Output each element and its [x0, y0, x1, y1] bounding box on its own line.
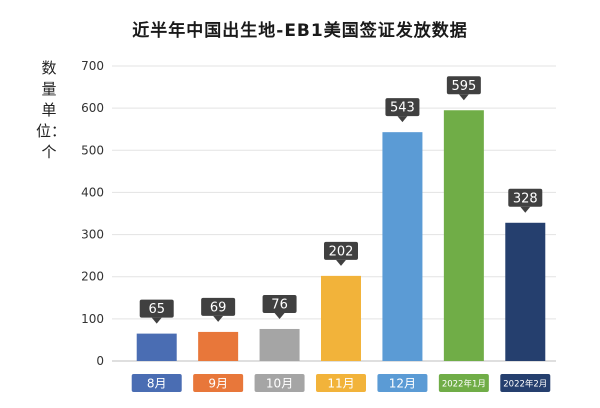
data-label-callout: 69	[201, 297, 236, 322]
data-label: 69	[210, 300, 227, 315]
bars	[136, 110, 546, 361]
x-tick-label: 12月	[389, 377, 416, 391]
data-labels: 65 69 76 202 543 595 328	[139, 76, 543, 324]
chart-title: 近半年中国出生地-EB1美国签证发放数据	[132, 21, 468, 41]
data-label: 328	[513, 191, 538, 206]
x-tick-label: 11月	[327, 377, 354, 391]
x-tick-label: 2022年2月	[503, 379, 547, 390]
x-category-labels: 8月 9月 10月 11月 12月 2022年1月 2022年2月	[131, 374, 551, 392]
data-label-callout: 76	[262, 294, 297, 319]
y-tick-label: 0	[96, 354, 104, 368]
y-tick-label: 700	[81, 59, 104, 73]
data-label: 65	[148, 302, 165, 317]
y-tick-label: 500	[81, 143, 104, 157]
data-label: 543	[390, 101, 415, 116]
x-tick-label: 10月	[266, 377, 293, 391]
x-category: 2022年2月	[500, 374, 551, 392]
data-label: 76	[271, 297, 288, 312]
bar	[259, 328, 300, 361]
y-axis-label: 数量单位：个	[36, 59, 67, 161]
data-label-callout: 595	[446, 76, 481, 101]
bar	[505, 222, 546, 361]
x-category: 2022年1月	[438, 374, 489, 392]
y-tick-label: 200	[81, 270, 104, 284]
bar	[136, 333, 177, 361]
x-category: 8月	[131, 374, 182, 392]
x-category: 9月	[193, 374, 244, 392]
bar	[321, 275, 361, 361]
x-tick-label: 9月	[208, 377, 228, 391]
x-category: 12月	[377, 374, 428, 392]
data-label: 202	[329, 244, 354, 259]
y-tick-label: 400	[81, 185, 104, 199]
data-label-callout: 65	[139, 299, 174, 324]
x-tick-label: 2022年1月	[442, 379, 486, 390]
data-label-callout: 202	[324, 241, 358, 266]
bar	[443, 110, 484, 361]
y-tick-label: 300	[81, 228, 104, 242]
data-label-callout: 328	[508, 188, 543, 213]
x-category: 11月	[316, 374, 366, 392]
data-label-callout: 543	[385, 98, 420, 123]
y-tick-label: 100	[81, 312, 104, 326]
y-tick-labels: 0 100 200 300 400 500 600 700	[81, 59, 104, 368]
bar	[198, 331, 239, 361]
y-tick-label: 600	[81, 101, 104, 115]
x-category: 10月	[254, 374, 305, 392]
data-label: 595	[451, 79, 476, 94]
bar	[382, 132, 423, 361]
x-tick-label: 8月	[147, 377, 167, 391]
